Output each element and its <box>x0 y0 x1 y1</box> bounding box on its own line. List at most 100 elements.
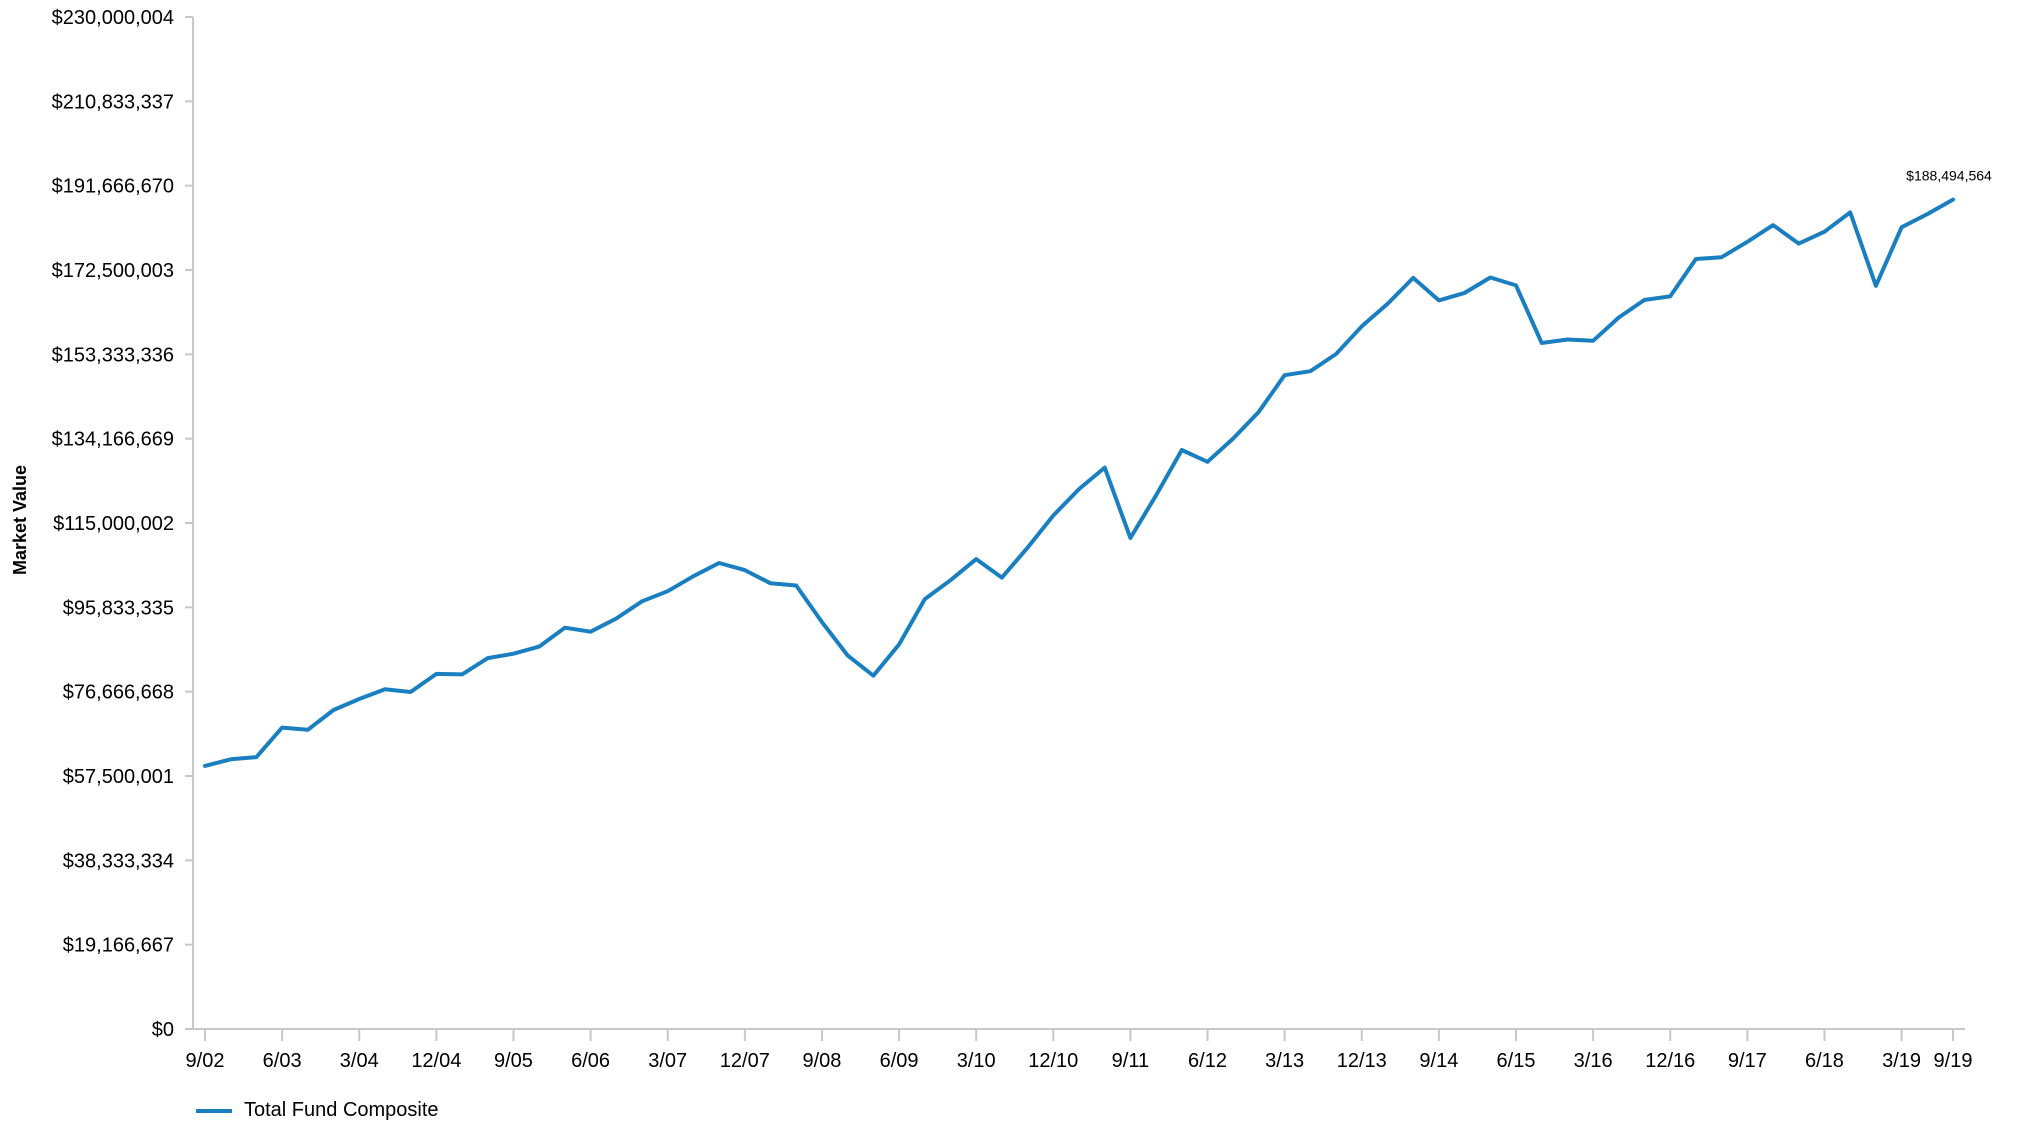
data-point <box>871 674 875 678</box>
y-tick-label: $19,166,667 <box>63 935 174 957</box>
x-tick-label: 9/08 <box>802 1050 841 1072</box>
y-tick-label: $76,666,668 <box>63 682 174 704</box>
data-point <box>1283 373 1287 377</box>
data-point <box>1051 514 1055 518</box>
x-tick-label: 3/10 <box>957 1050 996 1072</box>
data-point <box>563 626 567 630</box>
data-point <box>948 578 952 582</box>
data-point <box>1951 198 1955 202</box>
y-tick-label: $38,333,334 <box>63 850 174 872</box>
legend-swatch <box>196 1108 232 1113</box>
y-tick-label: $153,333,336 <box>52 344 174 366</box>
data-point <box>1514 283 1518 287</box>
data-point <box>1925 212 1929 216</box>
series-line-total-fund <box>203 197 1955 768</box>
data-point <box>923 597 927 601</box>
y-tick-label: $57,500,001 <box>63 766 174 788</box>
x-tick-label: 9/19 <box>1934 1050 1973 1072</box>
data-point <box>614 616 618 620</box>
data-point <box>640 599 644 603</box>
x-tick-label: 9/02 <box>186 1050 225 1072</box>
x-tick-label: 9/05 <box>494 1050 533 1072</box>
data-point <box>1565 338 1569 342</box>
data-point <box>794 583 798 587</box>
data-point <box>1668 294 1672 298</box>
x-tick-label: 6/12 <box>1188 1050 1227 1072</box>
data-point <box>1617 316 1621 320</box>
data-point <box>743 568 747 572</box>
data-point <box>306 728 310 732</box>
data-point <box>1000 576 1004 580</box>
x-tick-label: 6/06 <box>571 1050 610 1072</box>
data-point <box>1720 255 1724 259</box>
data-point <box>511 652 515 656</box>
data-point <box>974 557 978 561</box>
data-point <box>280 726 284 730</box>
y-tick-label: $230,000,004 <box>52 7 174 29</box>
data-point <box>1540 341 1544 345</box>
series-group <box>203 197 1955 768</box>
data-point <box>486 656 490 660</box>
data-point <box>1797 242 1801 246</box>
data-point <box>769 581 773 585</box>
legend: Total Fund Composite <box>196 1099 439 1122</box>
x-tick-label: 3/16 <box>1574 1050 1613 1072</box>
data-point <box>1771 223 1775 227</box>
x-tick-label: 12/04 <box>411 1050 461 1072</box>
x-tick-label: 3/19 <box>1882 1050 1921 1072</box>
y-tick-label: $115,000,002 <box>53 513 174 535</box>
x-tick-label: 12/16 <box>1645 1050 1695 1072</box>
end-value-label: $188,494,564 <box>1906 168 1992 184</box>
y-tick-label: $210,833,337 <box>52 91 174 113</box>
data-point <box>1591 339 1595 343</box>
data-point <box>357 697 361 701</box>
data-point <box>254 755 258 759</box>
data-point <box>1026 546 1030 550</box>
y-tick-label: $134,166,669 <box>52 429 174 451</box>
data-point <box>1334 352 1338 356</box>
data-point <box>460 672 464 676</box>
data-point <box>717 561 721 565</box>
data-point <box>434 672 438 676</box>
data-point <box>1206 460 1210 464</box>
data-point <box>1308 369 1312 373</box>
x-tick-label: 6/18 <box>1805 1050 1844 1072</box>
x-tick-label: 9/11 <box>1112 1050 1149 1072</box>
data-point <box>537 645 541 649</box>
y-tick-label: $0 <box>152 1019 174 1041</box>
x-tick-label: 6/09 <box>880 1050 919 1072</box>
data-point <box>1411 276 1415 280</box>
data-point <box>1360 324 1364 328</box>
data-point <box>1463 291 1467 295</box>
data-point <box>203 764 207 768</box>
data-point <box>589 630 593 634</box>
data-point <box>666 589 670 593</box>
y-tick-label: $172,500,003 <box>52 260 174 282</box>
x-axis: 9/02 6/03 3/04 12/04 9/05 6/06 3/07 12/07 9/08 6/… <box>186 1028 1973 1072</box>
data-point <box>1874 284 1878 288</box>
x-tick-label: 6/03 <box>263 1050 302 1072</box>
x-tick-label: 3/04 <box>340 1050 379 1072</box>
data-point <box>846 653 850 657</box>
y-tick-label: $191,666,670 <box>52 176 174 198</box>
x-tick-label: 12/13 <box>1337 1050 1387 1072</box>
legend-label-total-fund: Total Fund Composite <box>244 1099 439 1121</box>
data-point <box>1103 466 1107 470</box>
data-point <box>820 620 824 624</box>
data-point <box>409 690 413 694</box>
y-tick-label: $95,833,335 <box>63 597 174 619</box>
x-tick-label: 9/17 <box>1728 1050 1767 1072</box>
data-point <box>897 642 901 646</box>
data-point <box>1257 410 1261 414</box>
x-tick-label: 3/13 <box>1265 1050 1304 1072</box>
y-axis-label: Market Value <box>10 465 30 575</box>
data-point <box>691 574 695 578</box>
x-tick-label: 12/10 <box>1028 1050 1078 1072</box>
data-point <box>1231 437 1235 441</box>
data-point <box>1643 298 1647 302</box>
data-point <box>1077 487 1081 491</box>
data-point <box>1822 230 1826 234</box>
data-point <box>1154 493 1158 497</box>
x-tick-label: 12/07 <box>720 1050 770 1072</box>
